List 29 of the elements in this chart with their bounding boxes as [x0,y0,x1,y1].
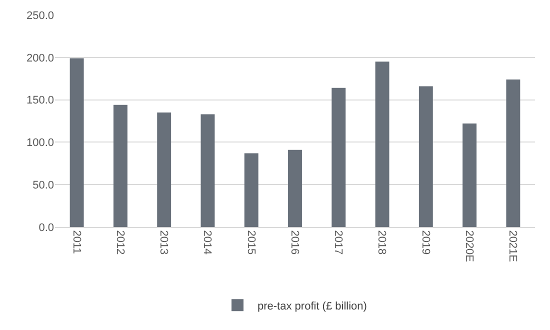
x-tick-label: 2013 [158,230,170,255]
bar [418,86,433,227]
x-tick-label: 2018 [376,230,388,255]
bar [332,88,346,227]
y-tick-label: 150.0 [26,94,54,107]
x-tick-label: 2011 [70,230,82,254]
x-tick-label: 2012 [114,230,126,255]
bar [70,58,84,227]
y-tick-label: 50.0 [32,179,54,192]
bar [462,124,477,227]
bar [200,114,215,227]
legend-label: pre-tax profit (£ billion) [258,300,367,312]
bar [157,112,172,227]
x-tick-label: 2017 [332,230,344,255]
bar [506,79,520,227]
bar [113,104,128,227]
bar [244,153,258,227]
x-tick-label: 2015 [244,230,257,255]
y-tick-label: 0.0 [38,222,54,234]
x-tick-label: 2016 [288,230,300,255]
x-tick-label: 2021E [506,230,519,262]
bar [288,150,302,227]
x-tick-label: 2020E [462,230,475,262]
bar [375,62,390,227]
y-tick-label: 100.0 [26,137,54,150]
y-tick-label: 200.0 [26,52,54,64]
x-tick-label: 2019 [419,230,432,255]
y-tick-label: 250.0 [26,10,54,22]
x-tick-label: 2014 [201,230,214,255]
